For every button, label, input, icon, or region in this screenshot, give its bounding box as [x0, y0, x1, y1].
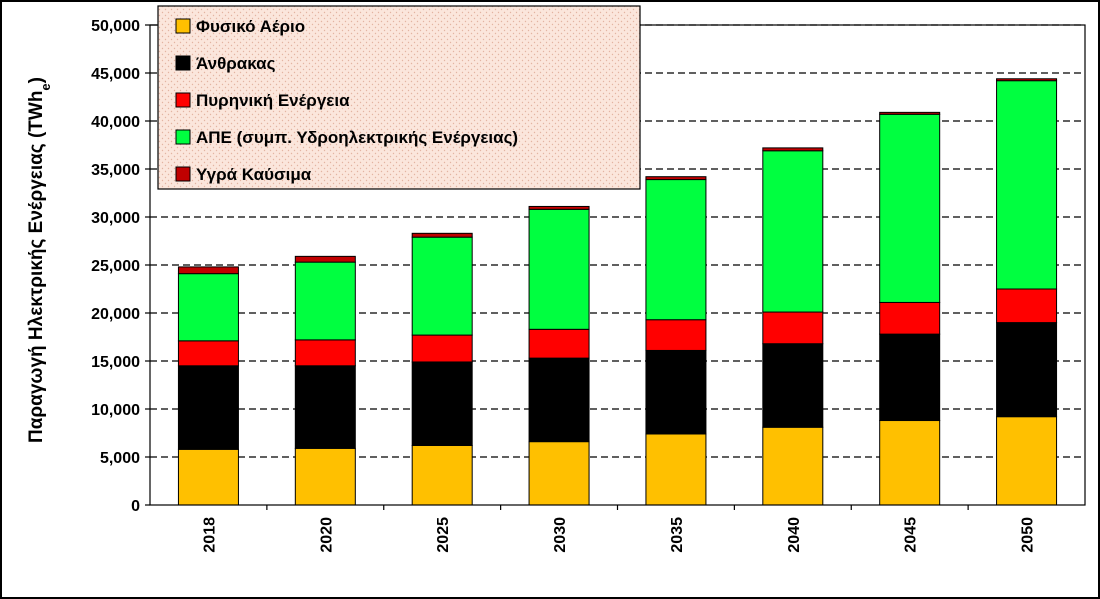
- x-tick-label: 2025: [435, 517, 452, 553]
- x-tick-label: 2045: [903, 517, 920, 553]
- y-tick-label: 10,000: [91, 402, 140, 419]
- y-tick-label: 20,000: [91, 306, 140, 323]
- bar-segment: [294, 255, 356, 263]
- bar-segment: [996, 288, 1058, 324]
- y-tick-label: 15,000: [91, 354, 140, 371]
- bar-segment: [879, 420, 941, 506]
- bar-segment: [762, 343, 824, 428]
- legend-label: Άνθρακας: [196, 54, 276, 73]
- y-tick-label: 50,000: [91, 18, 140, 35]
- legend-label: Υγρά Καύσιμα: [196, 165, 312, 184]
- bar-segment: [177, 365, 239, 450]
- bar-segment: [762, 311, 824, 345]
- legend-box: [157, 5, 641, 190]
- bar-segment: [411, 361, 473, 446]
- y-tick-label: 45,000: [91, 66, 140, 83]
- legend-swatch: [175, 166, 191, 182]
- bar-segment: [177, 340, 239, 367]
- bars: [177, 78, 1058, 506]
- bar-segment: [528, 441, 590, 506]
- bar-segment: [294, 261, 356, 341]
- bar-segment: [528, 328, 590, 359]
- legend-label: Φυσικό Αέριο: [196, 17, 305, 36]
- y-tick-label: 30,000: [91, 210, 140, 227]
- x-tick-label: 2040: [786, 517, 803, 553]
- x-tick-labels: 2018 2020 2025 2030 2035 2040 2045 2050: [201, 517, 1036, 553]
- legend-swatch: [175, 18, 191, 34]
- bar-segment: [762, 150, 824, 313]
- legend-label: ΑΠΕ (συμπ. Υδροηλεκτρικής Ενέργειας): [196, 128, 518, 147]
- bar-segment: [294, 365, 356, 449]
- bar-segment: [411, 334, 473, 363]
- bar-segment: [879, 301, 941, 335]
- bar-segment: [762, 147, 824, 152]
- bar-segment: [645, 433, 707, 506]
- bar-segment: [411, 232, 473, 238]
- bar-segment: [294, 447, 356, 506]
- legend-label: Πυρηνική Ενέργεια: [196, 91, 350, 110]
- y-axis-label: Παραγωγή Ηλεκτρικής Ενέργειας (TWhe): [26, 77, 53, 443]
- y-tick-labels: 0 5,000 10,000 15,000 20,000 25,000 30,000 35,0…: [91, 18, 140, 515]
- legend: Φυσικό Αέριο Άνθρακας Πυρηνική Ενέργεια ΑΠΕ…: [157, 5, 641, 190]
- x-tick-label: 2020: [318, 517, 335, 553]
- legend-swatch: [175, 92, 191, 108]
- bar-segment: [411, 444, 473, 506]
- y-tick-label: 5,000: [100, 450, 140, 467]
- bar-segment: [879, 113, 941, 303]
- y-tick-label: 0: [131, 498, 140, 515]
- legend-swatch: [175, 55, 191, 71]
- bar-segment: [645, 319, 707, 351]
- bar-segment: [177, 273, 239, 342]
- bar-segment: [879, 111, 941, 115]
- bar-segment: [645, 179, 707, 321]
- bar-segment: [528, 357, 590, 443]
- bar-segment: [996, 416, 1058, 506]
- legend-swatch: [175, 129, 191, 145]
- bar-segment: [528, 205, 590, 210]
- x-tick-label: 2018: [201, 517, 218, 553]
- bar-segment: [996, 322, 1058, 418]
- bar-segment: [177, 266, 239, 275]
- x-tick-label: 2030: [552, 517, 569, 553]
- x-tick-label: 2035: [669, 517, 686, 553]
- y-tick-label: 40,000: [91, 114, 140, 131]
- bar-segment: [996, 80, 1058, 290]
- y-tick-label: 25,000: [91, 258, 140, 275]
- bar-segment: [177, 448, 239, 506]
- bar-segment: [645, 349, 707, 435]
- bar-segment: [294, 339, 356, 367]
- bar-segment: [411, 236, 473, 336]
- bar-segment: [996, 78, 1058, 82]
- bar-segment: [879, 333, 941, 422]
- bar-segment: [528, 208, 590, 330]
- bar-segment: [645, 176, 707, 181]
- x-tick-label: 2050: [1020, 517, 1037, 553]
- bar-segment: [762, 426, 824, 506]
- y-tick-label: 35,000: [91, 162, 140, 179]
